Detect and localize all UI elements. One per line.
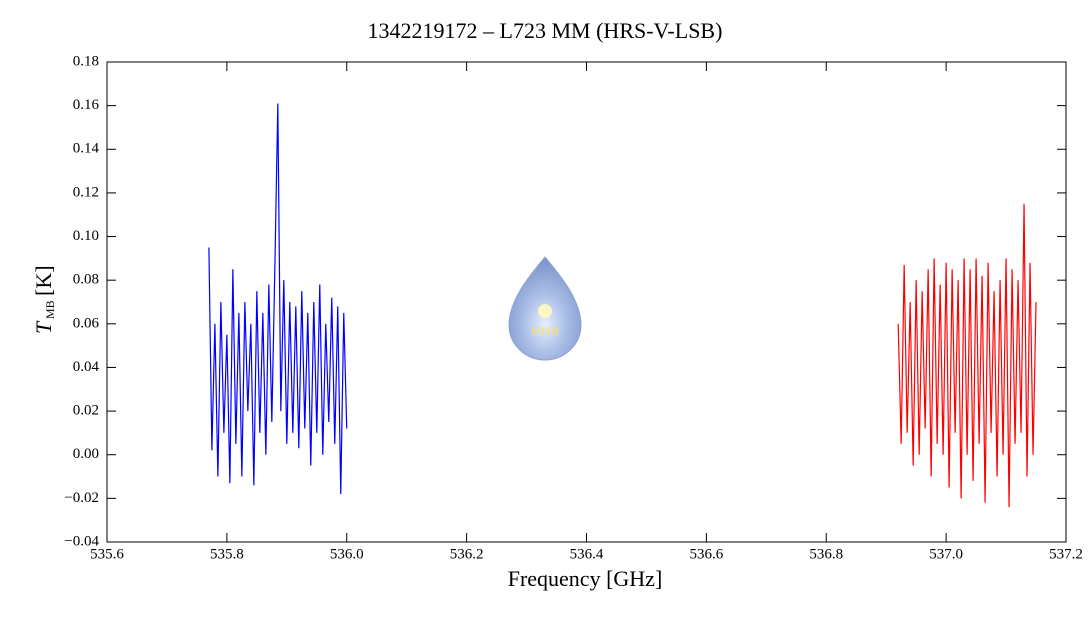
y-tick-label: −0.04 [64,533,99,549]
y-axis-label: T MB [K] [31,265,57,334]
y-tick-label: 0.06 [73,315,100,331]
logo-star [538,304,552,318]
x-tick-label: 536.4 [570,546,604,562]
x-tick-label: 537.0 [929,546,963,562]
x-tick-label: 537.2 [1049,546,1083,562]
y-tick-label: 0.18 [73,53,99,69]
y-tick-label: 0.04 [73,359,100,375]
spectrum-line [208,103,348,495]
y-label-symbol: T [31,320,56,334]
x-tick-label: 536.8 [809,546,843,562]
y-label-subscript: MB [43,300,57,319]
y-tick-label: 0.16 [73,97,100,113]
x-axis-label: Frequency [GHz] [508,566,663,591]
spectrum-line [897,203,1037,508]
x-tick-label: 536.0 [330,546,364,562]
x-tick-label: 535.8 [210,546,244,562]
x-tick-label: 536.6 [690,546,724,562]
logo: WISH [508,256,582,361]
x-tick-label: 536.2 [450,546,484,562]
y-tick-label: 0.02 [73,403,99,419]
y-tick-label: −0.02 [64,490,99,506]
y-tick-label: 0.08 [73,272,99,288]
logo-text: WISH [531,326,560,338]
y-label-unit: [K] [31,265,56,296]
y-tick-label: 0.14 [73,141,100,157]
x-tick-label: 535.6 [90,546,124,562]
y-tick-label: 0.10 [73,228,99,244]
chart-title: 1342219172 – L723 MM (HRS-V-LSB) [368,18,723,43]
y-tick-label: 0.12 [73,184,99,200]
y-tick-label: 0.00 [73,446,99,462]
